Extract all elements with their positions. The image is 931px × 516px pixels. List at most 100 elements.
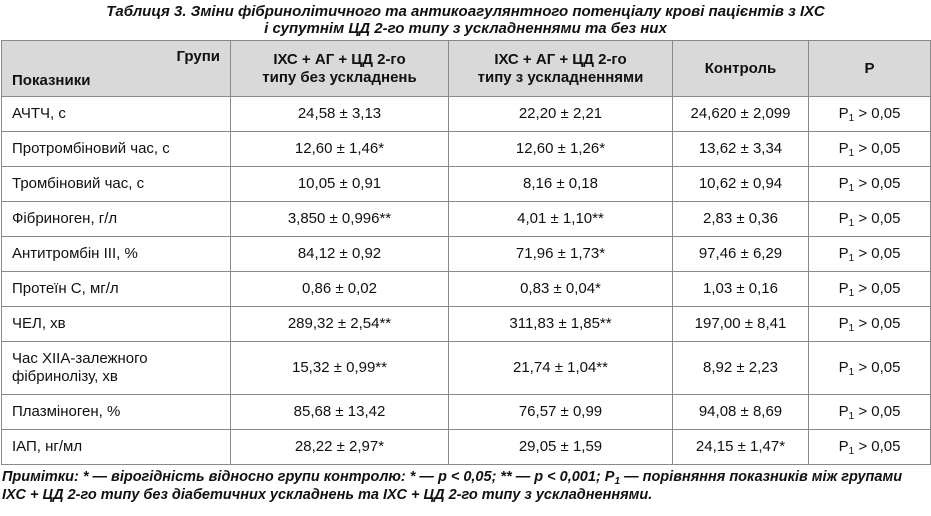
value-cell: 311,83 ± 1,85** — [448, 306, 673, 342]
table-row: ІАП, нг/мл 28,22 ± 2,97* 29,05 ± 1,59 24,15… — [1, 429, 931, 465]
value-cell: 21,74 ± 1,04** — [448, 341, 673, 395]
table-row: Час ХІІА-залежного фібринолізу, хв 15,32 … — [1, 341, 931, 395]
p-cell: P1 > 0,05 — [808, 341, 931, 395]
value-cell: 289,32 ± 2,54** — [230, 306, 449, 342]
row-label: ЧЕЛ, хв — [1, 306, 231, 342]
row-label: Протромбіновий час, с — [1, 131, 231, 167]
title-line: і супутнім ЦД 2-го типу з ускладненнями … — [264, 20, 667, 37]
value-cell: 97,46 ± 6,29 — [672, 236, 809, 272]
table-row: Фібриноген, г/л 3,850 ± 0,996** 4,01 ± 1,1… — [1, 201, 931, 237]
p-condition: > 0,05 — [858, 280, 901, 297]
value-cell: 76,57 ± 0,99 — [448, 394, 673, 430]
p-base: P — [838, 245, 849, 262]
p-cell: P1 > 0,05 — [808, 271, 931, 307]
header-line: Контроль — [704, 59, 777, 77]
value-cell: 13,62 ± 3,34 — [672, 131, 809, 167]
header-row: Групи Показники ІХС + АГ + ЦД 2-го типу б… — [1, 40, 931, 97]
value-cell: 10,05 ± 0,91 — [230, 166, 449, 202]
value-cell: 8,16 ± 0,18 — [448, 166, 673, 202]
table-row: ЧЕЛ, хв 289,32 ± 2,54** 311,83 ± 1,85** 197… — [1, 306, 931, 342]
value-cell: 0,83 ± 0,04* — [448, 271, 673, 307]
corner-cell: Групи Показники — [1, 40, 231, 97]
header-line: ІХС + АГ + ЦД 2-го — [494, 50, 627, 68]
note-text: * — вірогідність відносно групи контролю… — [82, 469, 615, 485]
header-line: типу без ускладнень — [262, 68, 417, 86]
data-table: Групи Показники ІХС + АГ + ЦД 2-го типу б… — [1, 40, 931, 465]
note-label: Примітки: — [2, 469, 79, 485]
value-cell: 12,60 ± 1,26* — [448, 131, 673, 167]
value-cell: 22,20 ± 2,21 — [448, 96, 673, 132]
value-cell: 8,92 ± 2,23 — [672, 341, 809, 395]
table-row: Тромбіновий час, с 10,05 ± 0,91 8,16 ± 0,1… — [1, 166, 931, 202]
value-cell: 71,96 ± 1,73* — [448, 236, 673, 272]
p-cell: P1 > 0,05 — [808, 131, 931, 167]
p-condition: > 0,05 — [858, 403, 901, 420]
indicators-label: Показники — [12, 72, 91, 89]
value-cell: 15,32 ± 0,99** — [230, 341, 449, 395]
value-cell: 94,08 ± 8,69 — [672, 394, 809, 430]
p-base: P — [838, 175, 849, 192]
row-label: Час ХІІА-залежного фібринолізу, хв — [1, 341, 231, 395]
value-cell: 24,58 ± 3,13 — [230, 96, 449, 132]
header-cell: ІХС + АГ + ЦД 2-го типу з ускладненнями — [448, 40, 673, 97]
table-row: Плазміноген, % 85,68 ± 13,42 76,57 ± 0,99 9… — [1, 394, 931, 430]
p-cell: P1 > 0,05 — [808, 306, 931, 342]
table-row: Протеїн С, мг/л 0,86 ± 0,02 0,83 ± 0,04* 1,… — [1, 271, 931, 307]
p-subscript: 1 — [848, 323, 855, 334]
p-subscript: 1 — [848, 113, 855, 124]
header-cell: ІХС + АГ + ЦД 2-го типу без ускладнень — [230, 40, 449, 97]
table-title: Таблиця 3. Зміни фібринолітичного та ант… — [0, 0, 931, 40]
p-condition: > 0,05 — [858, 245, 901, 262]
p-cell: P1 > 0,05 — [808, 394, 931, 430]
p-condition: > 0,05 — [858, 359, 901, 376]
p-cell: P1 > 0,05 — [808, 201, 931, 237]
value-cell: 197,00 ± 8,41 — [672, 306, 809, 342]
p-condition: > 0,05 — [858, 438, 901, 455]
p-base: P — [838, 438, 849, 455]
title-line: Таблиця 3. Зміни фібринолітичного та ант… — [106, 3, 825, 20]
value-cell: 24,15 ± 1,47* — [672, 429, 809, 465]
p-cell: P1 > 0,05 — [808, 96, 931, 132]
value-cell: 3,850 ± 0,996** — [230, 201, 449, 237]
table-head: Групи Показники ІХС + АГ + ЦД 2-го типу б… — [1, 40, 931, 97]
p-subscript: 1 — [848, 446, 855, 457]
p-base: P — [838, 210, 849, 227]
p-condition: > 0,05 — [858, 105, 901, 122]
p-base: P — [838, 140, 849, 157]
p-subscript: 1 — [848, 218, 855, 229]
groups-label: Групи — [176, 48, 220, 65]
p-subscript: 1 — [848, 411, 855, 422]
value-cell: 28,22 ± 2,97* — [230, 429, 449, 465]
p-base: P — [838, 359, 849, 376]
table-row: Антитромбін ІІІ, % 84,12 ± 0,92 71,96 ± 1,… — [1, 236, 931, 272]
p-condition: > 0,05 — [858, 315, 901, 332]
p-condition: > 0,05 — [858, 210, 901, 227]
row-label: АЧТЧ, с — [1, 96, 231, 132]
value-cell: 24,620 ± 2,099 — [672, 96, 809, 132]
p-condition: > 0,05 — [858, 140, 901, 157]
p-condition: > 0,05 — [858, 175, 901, 192]
p-subscript: 1 — [848, 288, 855, 299]
p-base: P — [838, 403, 849, 420]
row-label: Антитромбін ІІІ, % — [1, 236, 231, 272]
note-subscript: 1 — [614, 476, 621, 487]
value-cell: 29,05 ± 1,59 — [448, 429, 673, 465]
value-cell: 1,03 ± 0,16 — [672, 271, 809, 307]
p-subscript: 1 — [848, 367, 855, 378]
row-label: Плазміноген, % — [1, 394, 231, 430]
row-label: Фібриноген, г/л — [1, 201, 231, 237]
p-subscript: 1 — [848, 148, 855, 159]
row-label: Протеїн С, мг/л — [1, 271, 231, 307]
table-row: АЧТЧ, с 24,58 ± 3,13 22,20 ± 2,21 24,620 ± … — [1, 96, 931, 132]
row-label: Тромбіновий час, с — [1, 166, 231, 202]
p-cell: P1 > 0,05 — [808, 236, 931, 272]
table-body: АЧТЧ, с 24,58 ± 3,13 22,20 ± 2,21 24,620 ± … — [1, 96, 931, 465]
p-cell: P1 > 0,05 — [808, 166, 931, 202]
value-cell: 12,60 ± 1,46* — [230, 131, 449, 167]
value-cell: 0,86 ± 0,02 — [230, 271, 449, 307]
header-cell: Контроль — [672, 40, 809, 97]
value-cell: 4,01 ± 1,10** — [448, 201, 673, 237]
p-cell: P1 > 0,05 — [808, 429, 931, 465]
p-base: P — [838, 105, 849, 122]
